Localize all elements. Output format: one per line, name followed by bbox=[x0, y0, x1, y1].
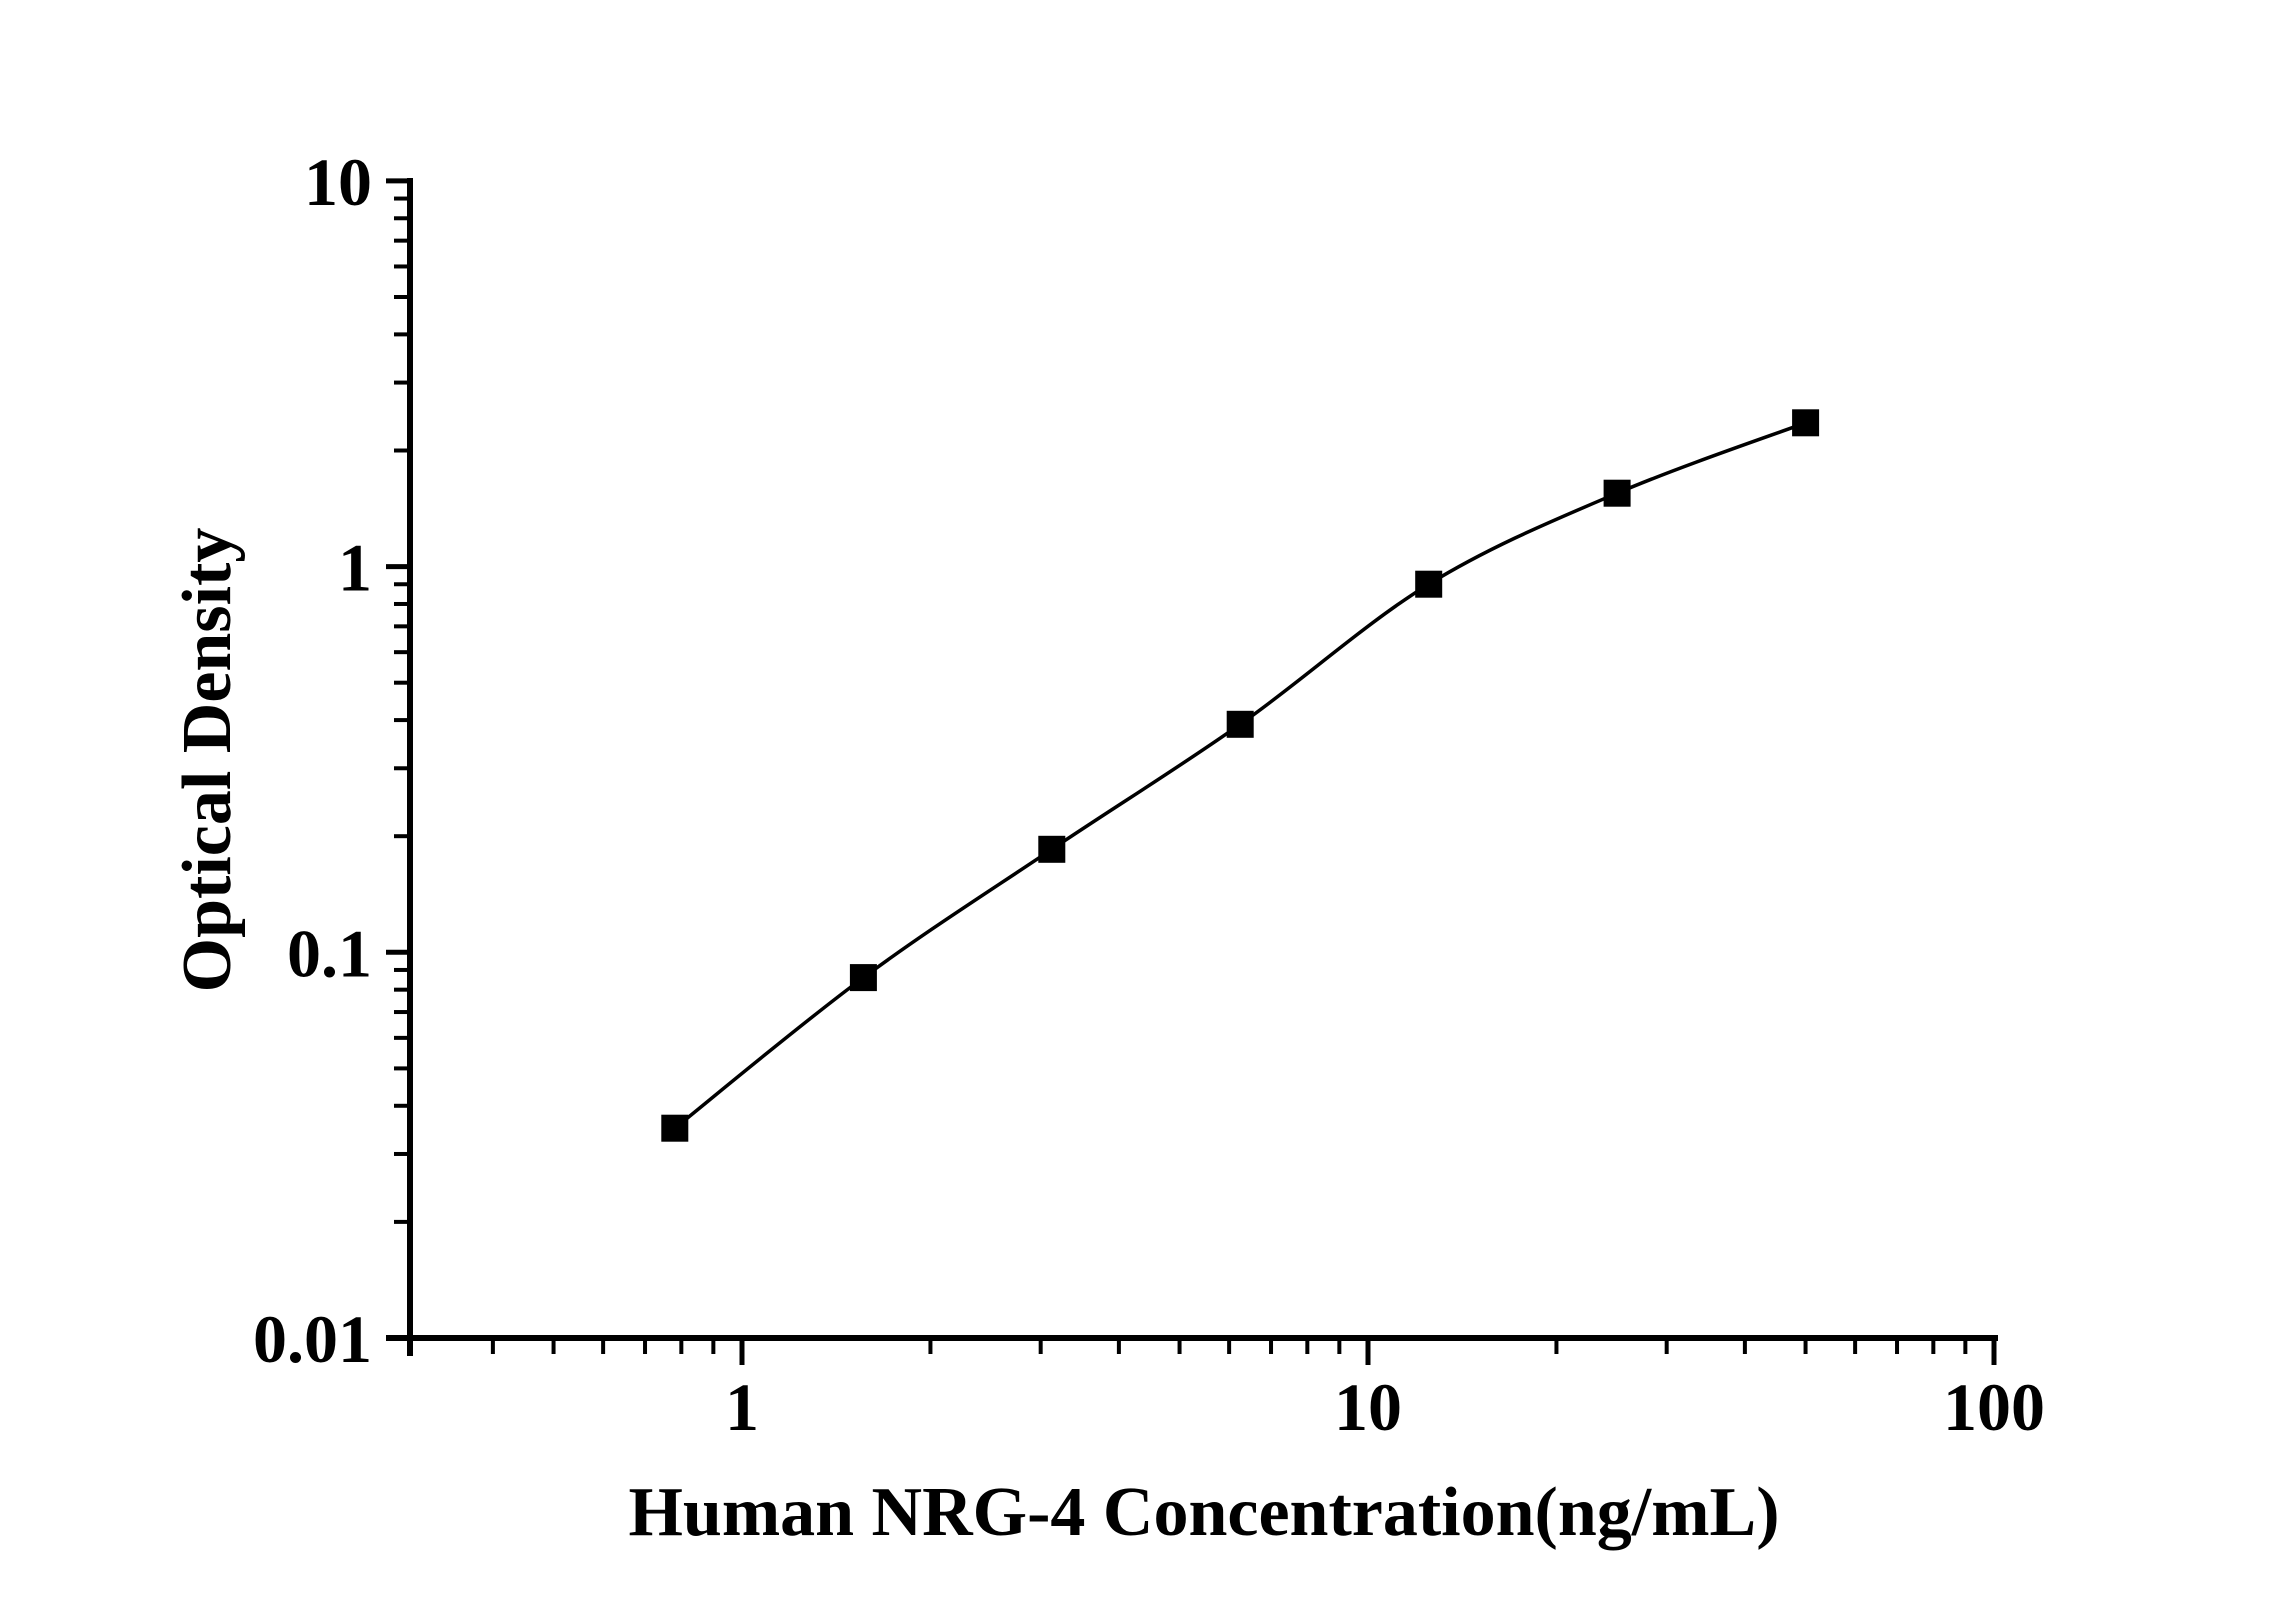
y-axis-title: Optical Density bbox=[169, 527, 246, 993]
data-point-marker bbox=[1415, 570, 1443, 598]
data-point-marker bbox=[1038, 835, 1066, 863]
x-axis-title: Human NRG-4 Concentration(ng/mL) bbox=[628, 1474, 1780, 1551]
data-point-marker bbox=[1603, 479, 1631, 507]
y-tick-label: 10 bbox=[304, 144, 372, 220]
data-point-marker bbox=[1792, 409, 1820, 437]
curve-standard-curve bbox=[673, 421, 1807, 1130]
data-point-marker bbox=[849, 964, 877, 992]
x-tick-label: 100 bbox=[1943, 1369, 2045, 1445]
y-tick-label: 1 bbox=[338, 530, 372, 606]
data-point-marker bbox=[1226, 710, 1254, 738]
y-tick-label: 0.01 bbox=[253, 1301, 372, 1377]
x-tick-label: 10 bbox=[1334, 1369, 1402, 1445]
y-tick-label: 0.1 bbox=[287, 915, 372, 991]
data-point-marker bbox=[661, 1114, 689, 1142]
x-tick-label: 1 bbox=[725, 1369, 759, 1445]
